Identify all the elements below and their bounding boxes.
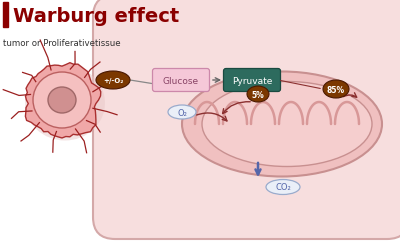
FancyBboxPatch shape — [93, 0, 400, 239]
Ellipse shape — [247, 87, 269, 103]
Text: tumor or Proliferativetissue: tumor or Proliferativetissue — [3, 38, 121, 47]
Text: Glucose: Glucose — [163, 76, 199, 85]
FancyBboxPatch shape — [224, 69, 280, 92]
Text: +/-O₂: +/-O₂ — [103, 78, 123, 84]
Ellipse shape — [182, 72, 382, 177]
Ellipse shape — [96, 72, 130, 90]
Ellipse shape — [323, 81, 349, 99]
Ellipse shape — [33, 73, 91, 129]
FancyBboxPatch shape — [152, 69, 210, 92]
Text: Pyruvate: Pyruvate — [232, 76, 272, 85]
Ellipse shape — [48, 88, 76, 114]
Bar — [3, 3, 8, 28]
Text: 85%: 85% — [327, 85, 345, 94]
Ellipse shape — [266, 180, 300, 195]
Text: CO₂: CO₂ — [275, 183, 291, 192]
Text: O₂: O₂ — [177, 108, 187, 117]
Ellipse shape — [202, 82, 372, 167]
Polygon shape — [26, 64, 101, 138]
Ellipse shape — [168, 106, 196, 119]
Text: Warburg effect: Warburg effect — [13, 7, 179, 25]
Ellipse shape — [25, 66, 105, 141]
Text: 5%: 5% — [252, 90, 264, 99]
